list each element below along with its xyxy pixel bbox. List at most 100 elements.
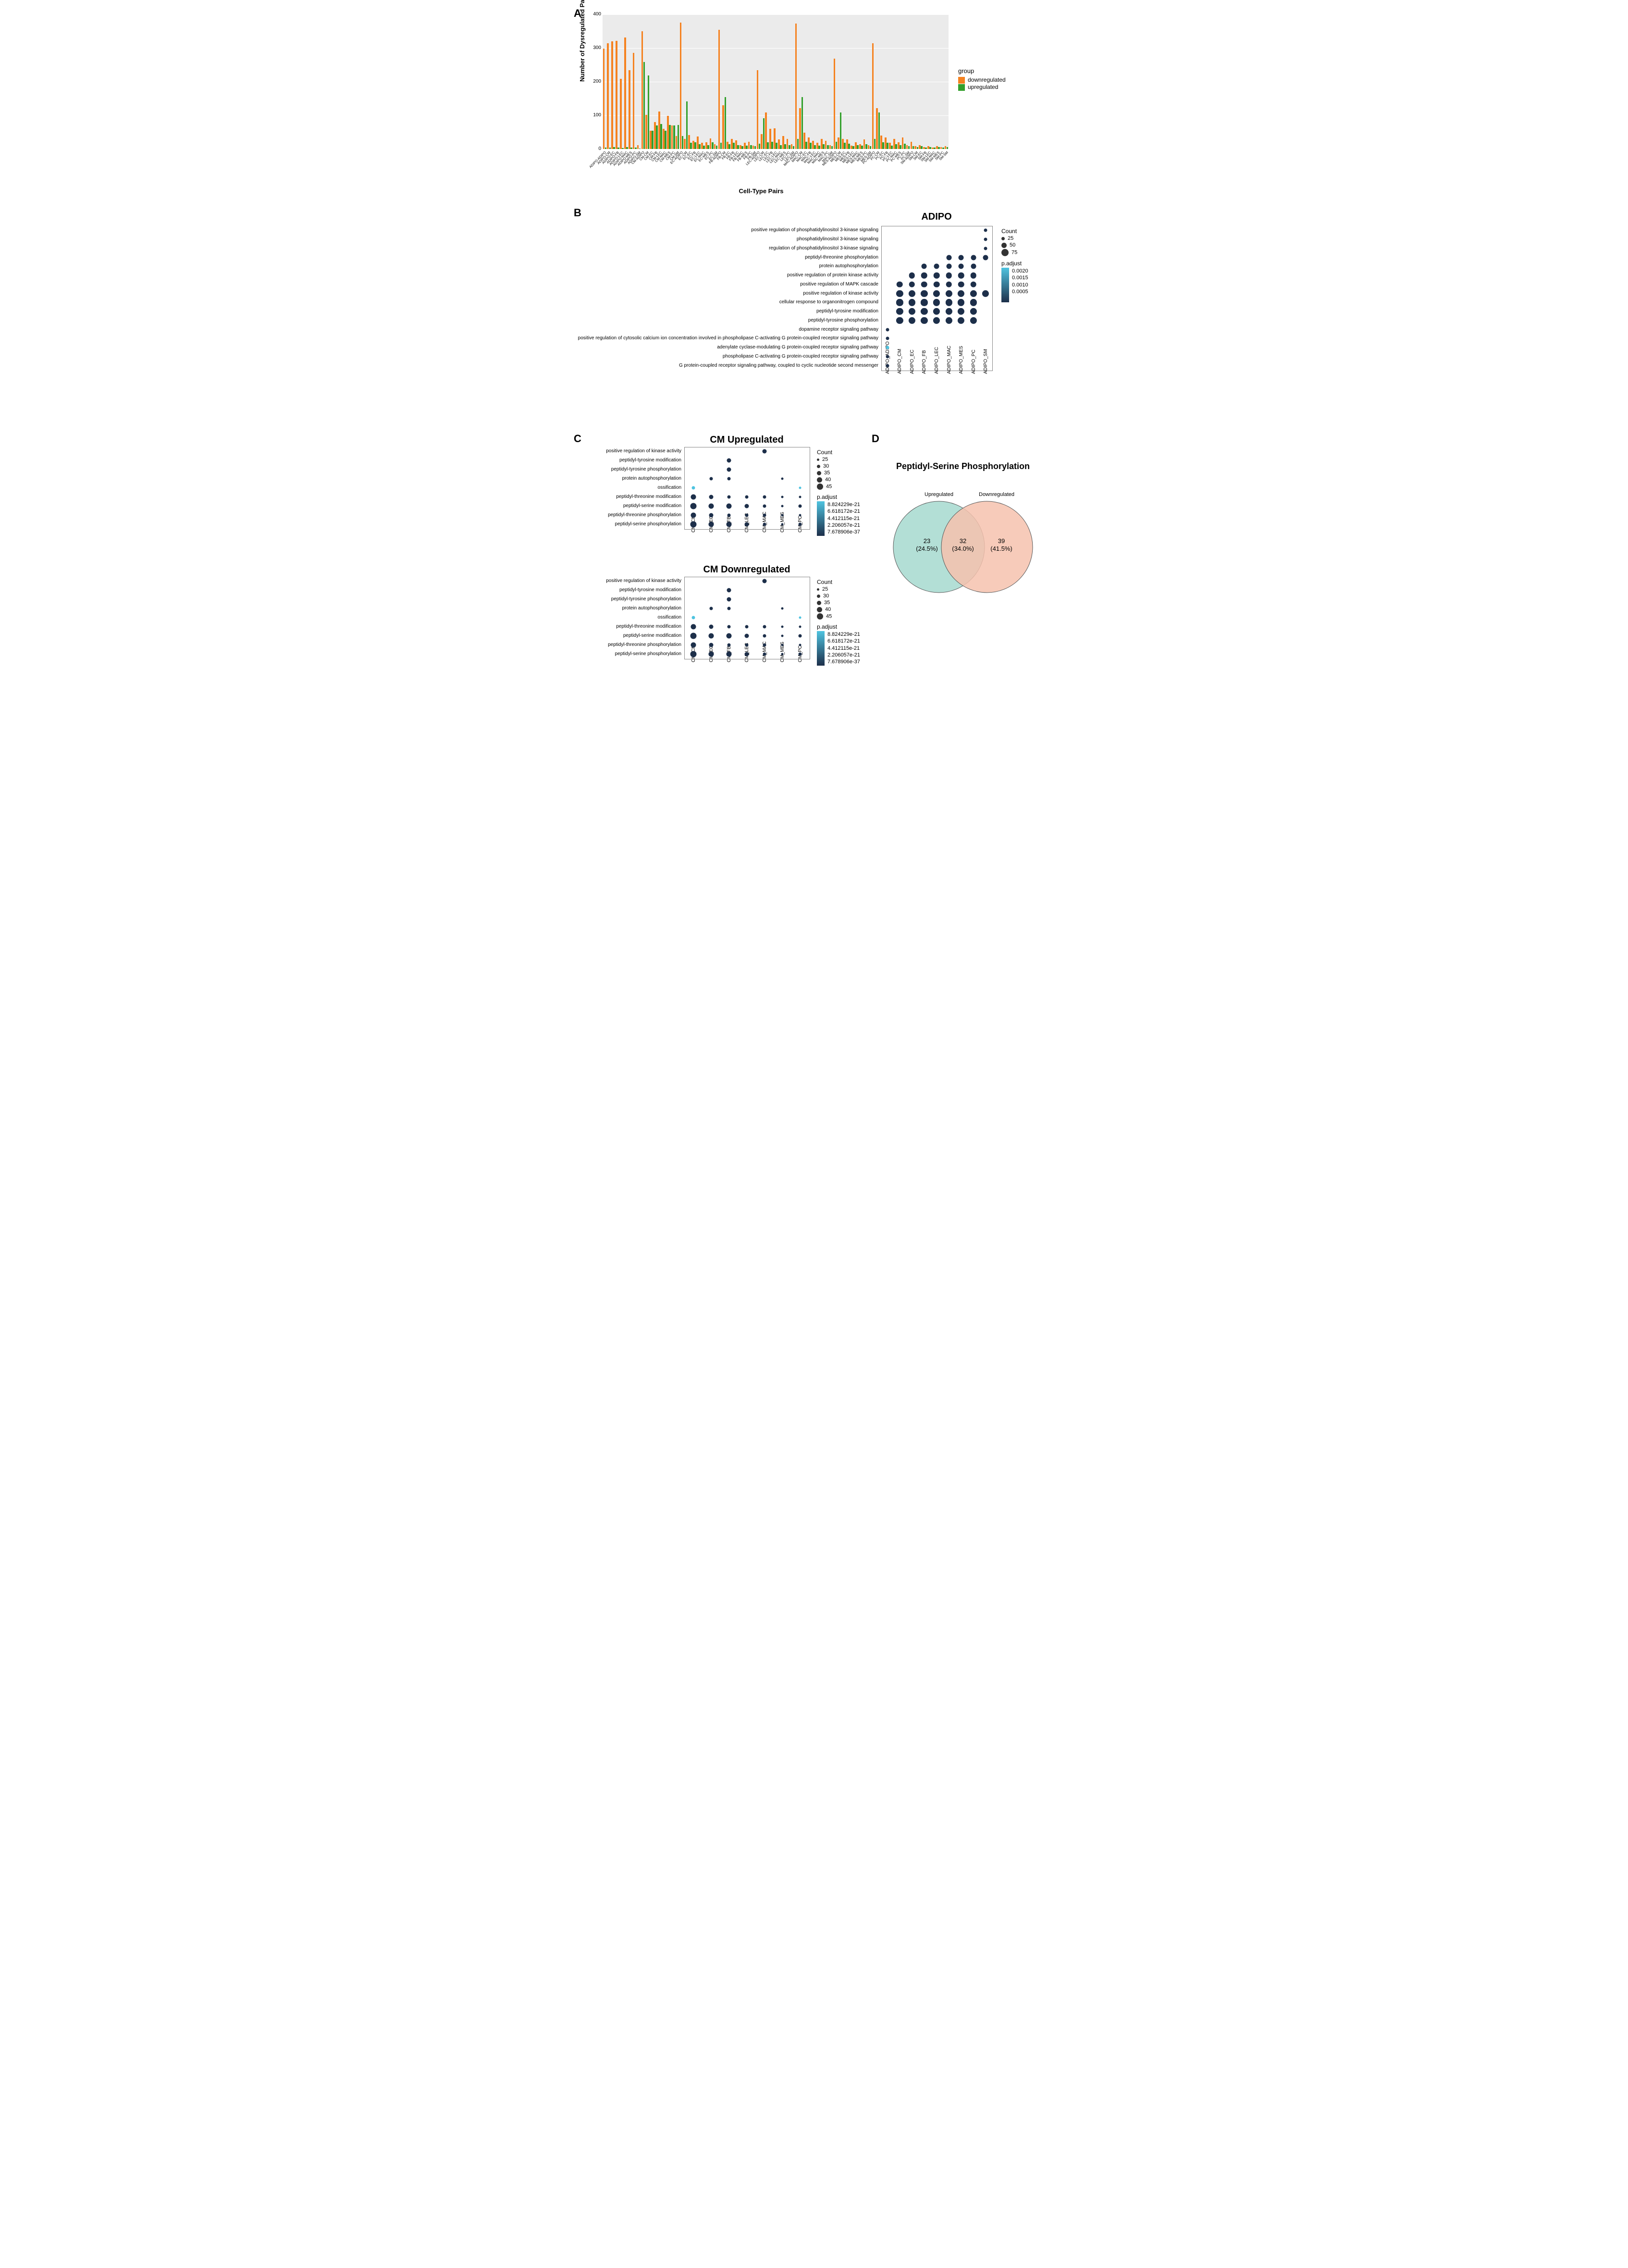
data-dot — [727, 459, 731, 463]
col-label: ADIPO_MAC — [947, 346, 952, 374]
data-dot — [781, 625, 784, 628]
data-dot — [984, 229, 987, 232]
bar-upregulated — [852, 146, 854, 149]
data-dot — [690, 651, 696, 657]
bar-upregulated — [870, 146, 872, 149]
data-dot — [886, 364, 889, 367]
row-label: peptidyl-serine phosphorylation — [574, 521, 681, 527]
bar-upregulated — [635, 148, 637, 149]
bar-upregulated — [609, 148, 611, 149]
row-label: adenylate cyclase-modulating G protein-c… — [574, 345, 878, 350]
bar-upregulated — [665, 131, 666, 149]
legend-downregulated: downregulated — [968, 76, 1006, 83]
row-label: peptidyl-tyrosine modification — [574, 458, 681, 463]
data-dot — [763, 449, 767, 454]
row-label: dopamine receptor signaling pathway — [574, 327, 878, 332]
data-dot — [727, 477, 730, 481]
bar-upregulated — [763, 118, 765, 149]
data-dot — [781, 634, 784, 637]
data-dot — [781, 496, 784, 498]
bar-upregulated — [789, 145, 790, 149]
data-dot — [763, 652, 766, 656]
data-dot — [799, 625, 802, 628]
bar-upregulated — [613, 147, 615, 149]
data-dot — [958, 273, 964, 279]
data-dot — [799, 487, 802, 489]
venn-diagram: UpregulatedDownregulated23(24.5%)32(34.0… — [876, 477, 1049, 602]
row-label: cellular response to organonitrogen comp… — [574, 299, 878, 305]
panel-c: C CM Upregulatedpositive regulation of k… — [574, 433, 872, 706]
data-dot — [709, 624, 713, 629]
data-dot — [909, 282, 915, 288]
bar-upregulated — [784, 144, 786, 149]
data-dot — [745, 504, 749, 508]
data-dot — [709, 643, 713, 647]
data-dot — [709, 513, 713, 517]
row-label: peptidyl-serine modification — [574, 503, 681, 508]
bar-upregulated — [626, 147, 628, 149]
data-dot — [781, 644, 784, 646]
data-dot — [708, 503, 714, 508]
bar-upregulated — [942, 148, 944, 149]
data-dot — [709, 477, 713, 481]
venn-text: Downregulated — [973, 492, 1021, 497]
data-dot — [763, 513, 766, 517]
data-dot — [946, 264, 951, 269]
row-label: G protein-coupled receptor signaling pat… — [574, 363, 878, 368]
bar-upregulated — [728, 144, 730, 149]
panel-b-title: ADIPO — [881, 211, 992, 223]
panel-a-xlabel: Cell-Type Pairs — [574, 187, 949, 195]
bar-upregulated — [716, 146, 718, 149]
data-dot — [763, 643, 766, 646]
data-dot — [946, 273, 952, 279]
bar-downregulated — [633, 53, 635, 149]
bar-upregulated — [699, 144, 701, 149]
data-dot — [727, 607, 730, 610]
data-dot — [946, 282, 952, 288]
bar-upregulated — [759, 144, 761, 149]
bar-upregulated — [823, 144, 825, 149]
bar-downregulated — [834, 59, 836, 149]
data-dot — [959, 264, 964, 269]
bar-upregulated — [754, 146, 756, 149]
data-dot — [781, 653, 784, 655]
bar-upregulated — [707, 145, 709, 149]
panel-a-legend: group downregulated upregulated — [958, 67, 1006, 91]
bar-upregulated — [694, 142, 696, 149]
bar-downregulated — [757, 70, 759, 149]
panel-a-bars — [603, 14, 949, 149]
legend-title: group — [958, 67, 1006, 74]
bar-upregulated — [771, 142, 773, 149]
row-label: positive regulation of phosphatidylinosi… — [574, 227, 878, 233]
data-dot — [921, 282, 927, 288]
data-dot — [799, 617, 802, 619]
bar-upregulated — [776, 143, 777, 149]
bar-upregulated — [925, 148, 927, 149]
row-label: positive regulation of kinase activity — [574, 578, 681, 583]
data-dot — [799, 522, 802, 526]
data-dot — [763, 504, 766, 508]
data-dot — [909, 273, 915, 279]
data-dot — [708, 651, 714, 657]
bar-upregulated — [857, 145, 859, 149]
dotplot-legend: Count2530354045p.adjust8.824229e-216.618… — [817, 449, 860, 536]
data-dot — [745, 522, 749, 526]
bar-upregulated — [814, 145, 816, 149]
data-dot — [971, 255, 976, 260]
data-dot — [799, 514, 802, 516]
bar-upregulated — [865, 144, 867, 149]
bar-upregulated — [678, 125, 679, 149]
bar-upregulated — [887, 143, 888, 149]
data-dot — [745, 652, 749, 656]
bar-upregulated — [917, 147, 919, 149]
bar-upregulated — [947, 147, 949, 149]
bar-downregulated — [718, 30, 720, 149]
bar-upregulated — [737, 145, 739, 149]
bar-upregulated — [831, 146, 833, 149]
data-dot — [690, 503, 696, 509]
data-dot — [691, 624, 696, 629]
data-dot — [745, 495, 749, 498]
row-label: ossification — [574, 485, 681, 490]
col-label: ADIPO_MES — [959, 346, 964, 374]
dotplot-legend: Count255075p.adjust0.00200.00150.00100.0… — [1001, 228, 1028, 302]
